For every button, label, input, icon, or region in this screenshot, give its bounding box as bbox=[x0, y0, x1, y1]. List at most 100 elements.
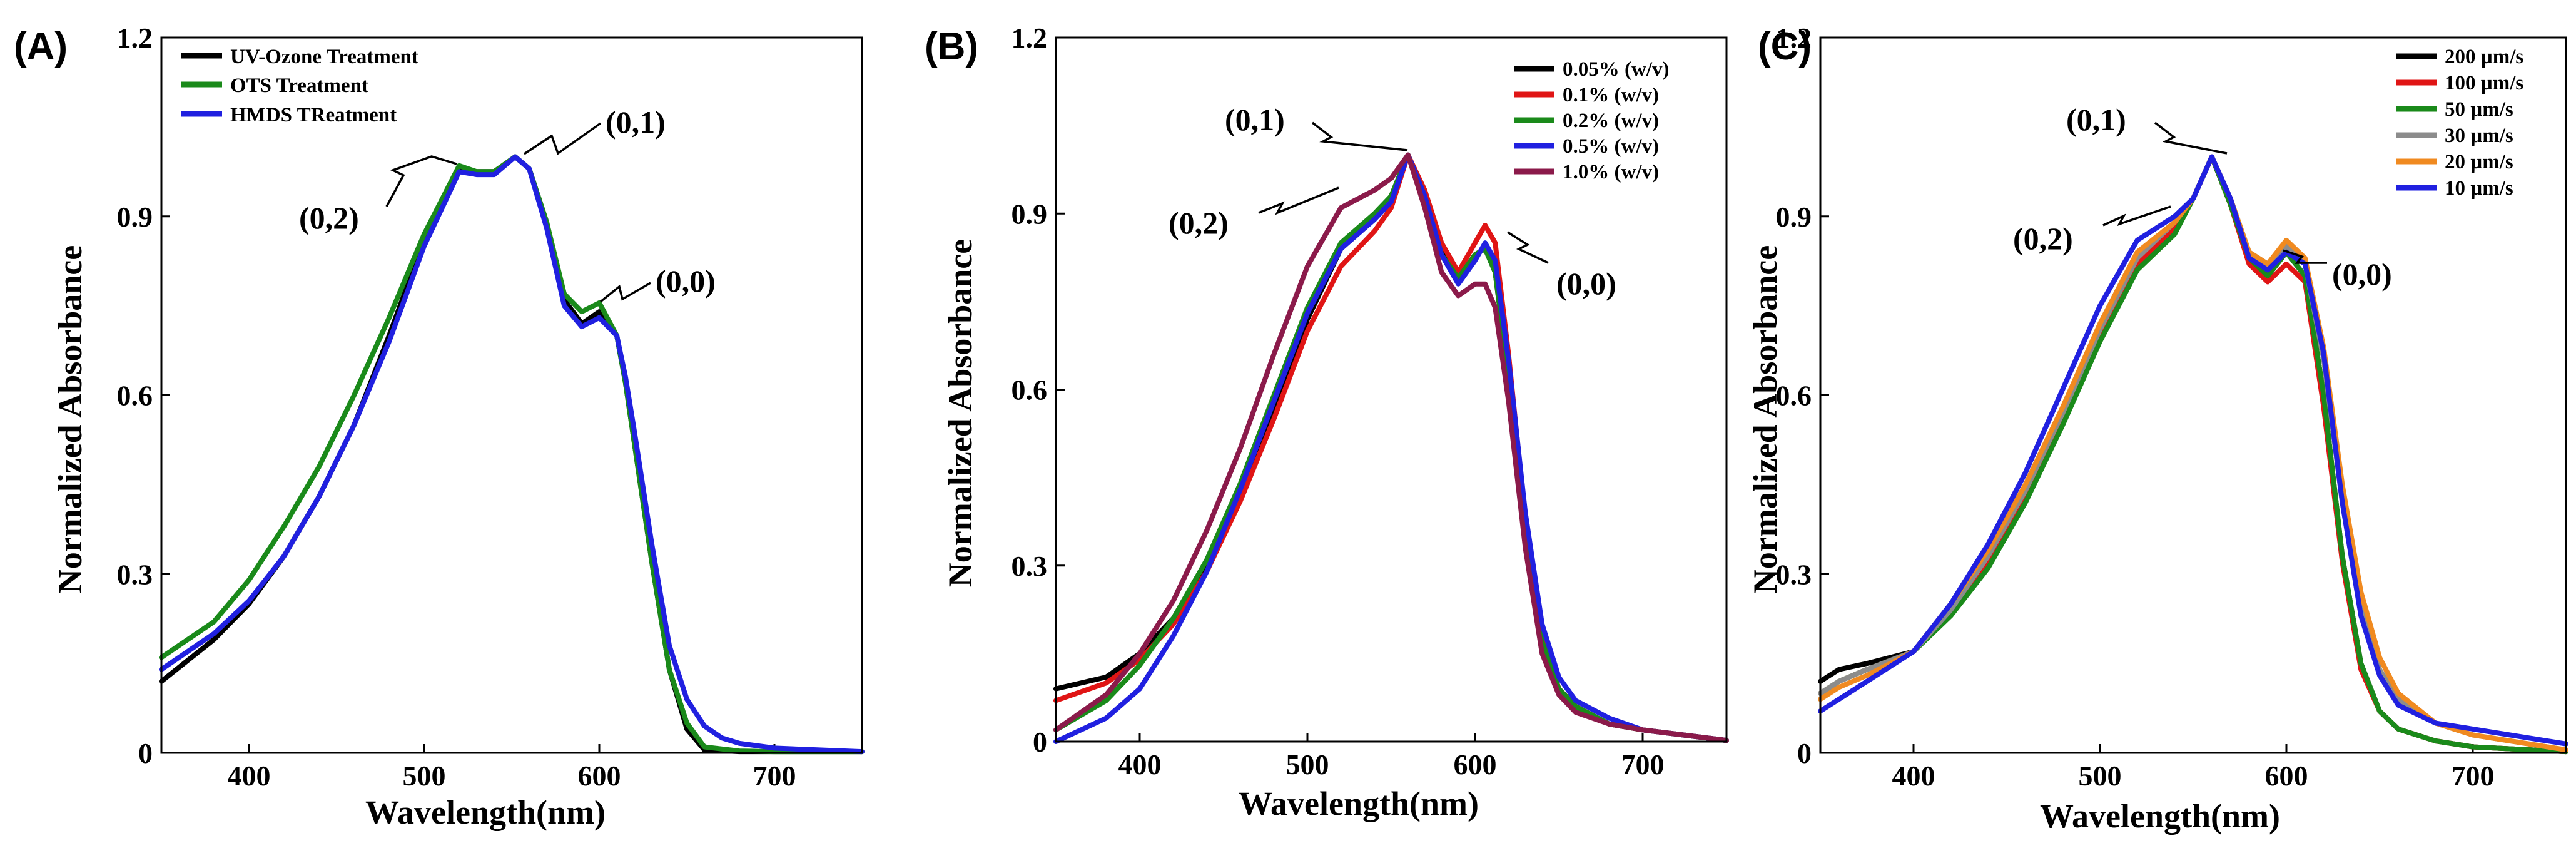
legend-label: UV-Ozone Treatment bbox=[230, 46, 418, 68]
legend-label: 30 µm/s bbox=[2445, 125, 2513, 147]
y-tick-label: 1.2 bbox=[1776, 22, 1812, 54]
y-tick-label: 0.3 bbox=[1776, 558, 1812, 590]
peak-annotations: (0,1) (0,2) (0,0) bbox=[2013, 102, 2392, 292]
y-tick-label: 1.2 bbox=[117, 22, 153, 54]
x-axis-title: Wavelength(nm) bbox=[2040, 797, 2280, 835]
annotation-0-1: (0,1) bbox=[606, 105, 666, 140]
peak-annotations: (0,2) (0,1) (0,0) bbox=[299, 105, 716, 303]
annotation-0-2: (0,2) bbox=[299, 200, 359, 235]
plot-frame bbox=[1055, 36, 1728, 743]
legend-label: 200 µm/s bbox=[2445, 46, 2523, 68]
y-axis-title: Normalized Absorbance bbox=[1747, 245, 1784, 593]
x-tick-label: 700 bbox=[2452, 760, 2495, 792]
plot-area bbox=[1818, 154, 2568, 755]
series-line-20 bbox=[1818, 154, 2568, 753]
x-axis-title: Wavelength(nm) bbox=[1239, 785, 1479, 822]
series-line-0-1 bbox=[1053, 152, 1729, 743]
panel-b: (B) Normalized Absorbance Wavelength(nm)… bbox=[925, 22, 1729, 822]
x-axis-ticks: 400 500 600 700 bbox=[1118, 733, 1665, 780]
plot-frame bbox=[160, 36, 863, 754]
legend-label: 1.0% (w/v) bbox=[1563, 161, 1659, 183]
annotation-0-0: (0,0) bbox=[656, 263, 716, 299]
legend-label: 0.05% (w/v) bbox=[1563, 58, 1669, 81]
x-tick-label: 400 bbox=[1118, 748, 1162, 780]
x-tick-label: 600 bbox=[578, 760, 621, 792]
y-tick-label: 0.3 bbox=[117, 558, 153, 590]
series-line-hmds bbox=[159, 154, 865, 755]
legend: 200 µm/s 100 µm/s 50 µm/s 30 µm/s 20 µm/… bbox=[2396, 46, 2523, 200]
legend-label: 0.5% (w/v) bbox=[1563, 135, 1659, 158]
y-tick-label: 0 bbox=[1033, 726, 1047, 758]
series-line-200 bbox=[1818, 154, 2568, 755]
y-tick-label: 0 bbox=[138, 737, 153, 769]
plot-area bbox=[159, 154, 865, 755]
legend-label: 10 µm/s bbox=[2445, 177, 2513, 200]
legend-label: 100 µm/s bbox=[2445, 72, 2523, 94]
plot-area bbox=[1053, 152, 1729, 744]
series-line-10 bbox=[1818, 154, 2568, 747]
annotation-zigzag bbox=[599, 282, 651, 303]
series-line-0-2 bbox=[1053, 152, 1729, 743]
x-tick-label: 400 bbox=[228, 760, 271, 792]
annotation-0-2: (0,2) bbox=[2013, 221, 2073, 256]
y-axis-ticks: 0 0.3 0.6 0.9 1.2 bbox=[117, 22, 170, 769]
panel-label: (A) bbox=[14, 25, 68, 68]
x-tick-label: 500 bbox=[1286, 748, 1329, 780]
series-line-1-0 bbox=[1053, 152, 1729, 743]
legend-label: 0.2% (w/v) bbox=[1563, 110, 1659, 132]
panel-c: (C) Normalized Absorbance Wavelength(nm)… bbox=[1747, 22, 2568, 835]
y-tick-label: 0 bbox=[1797, 737, 1812, 769]
x-tick-label: 700 bbox=[753, 760, 796, 792]
series-line-0-5 bbox=[1053, 152, 1729, 744]
panel-a: (A) Normalized Absorbance Wavelength(nm)… bbox=[14, 22, 865, 831]
annotation-0-2: (0,2) bbox=[1169, 205, 1229, 240]
panel-label: (C) bbox=[1758, 25, 1812, 68]
annotation-zigzag bbox=[2283, 249, 2327, 264]
y-axis-title: Normalized Absorbance bbox=[51, 245, 89, 593]
x-axis-ticks: 400 500 600 700 bbox=[1892, 744, 2495, 792]
annotation-0-1: (0,1) bbox=[2066, 102, 2126, 137]
x-tick-label: 400 bbox=[1892, 760, 1935, 792]
series-line-uv-ozone bbox=[159, 154, 865, 755]
annotation-zigzag bbox=[2102, 205, 2171, 227]
annotation-zigzag bbox=[524, 122, 602, 155]
y-tick-label: 0.9 bbox=[1776, 201, 1812, 233]
annotation-0-0: (0,0) bbox=[2332, 257, 2392, 292]
legend-label: 50 µm/s bbox=[2445, 98, 2513, 121]
legend: UV-Ozone Treatment OTS Treatment HMDS TR… bbox=[181, 46, 418, 126]
x-tick-label: 700 bbox=[1621, 748, 1665, 780]
annotation-zigzag bbox=[385, 155, 457, 207]
y-axis-title: Normalized Absorbance bbox=[941, 239, 979, 587]
annotation-0-0: (0,0) bbox=[1556, 266, 1616, 301]
x-tick-label: 600 bbox=[1454, 748, 1497, 780]
series-line-100 bbox=[1818, 154, 2568, 755]
legend-label: HMDS TReatment bbox=[230, 104, 397, 126]
y-tick-label: 1.2 bbox=[1012, 22, 1048, 54]
x-axis-title: Wavelength(nm) bbox=[365, 794, 606, 831]
panel-label: (B) bbox=[925, 25, 978, 68]
annotation-zigzag bbox=[1507, 231, 1549, 264]
legend-label: 20 µm/s bbox=[2445, 151, 2513, 173]
series-line-30 bbox=[1818, 154, 2568, 753]
annotation-zigzag bbox=[1311, 121, 1408, 151]
x-axis-ticks: 400 500 600 700 bbox=[228, 744, 796, 792]
annotation-zigzag bbox=[2154, 121, 2228, 155]
y-axis-ticks: 0 0.3 0.6 0.9 1.2 bbox=[1776, 22, 1829, 769]
x-tick-label: 500 bbox=[403, 760, 446, 792]
x-tick-label: 500 bbox=[2079, 760, 2122, 792]
annotation-zigzag bbox=[1258, 186, 1339, 215]
y-tick-label: 0.9 bbox=[1012, 198, 1048, 230]
y-tick-label: 0.6 bbox=[117, 380, 153, 412]
series-line-ots bbox=[159, 154, 865, 755]
legend-label: 0.1% (w/v) bbox=[1563, 84, 1659, 106]
legend: 0.05% (w/v) 0.1% (w/v) 0.2% (w/v) 0.5% (… bbox=[1514, 58, 1669, 183]
y-axis-ticks: 0 0.3 0.6 0.9 1.2 bbox=[1012, 22, 1065, 758]
series-line-0-05 bbox=[1053, 152, 1729, 743]
y-tick-label: 0.3 bbox=[1012, 550, 1048, 582]
series-line-50 bbox=[1818, 154, 2568, 755]
plot-frame bbox=[1819, 36, 2567, 754]
annotation-0-1: (0,1) bbox=[1225, 102, 1285, 137]
y-tick-label: 0.9 bbox=[117, 201, 153, 233]
y-tick-label: 0.6 bbox=[1012, 374, 1048, 406]
